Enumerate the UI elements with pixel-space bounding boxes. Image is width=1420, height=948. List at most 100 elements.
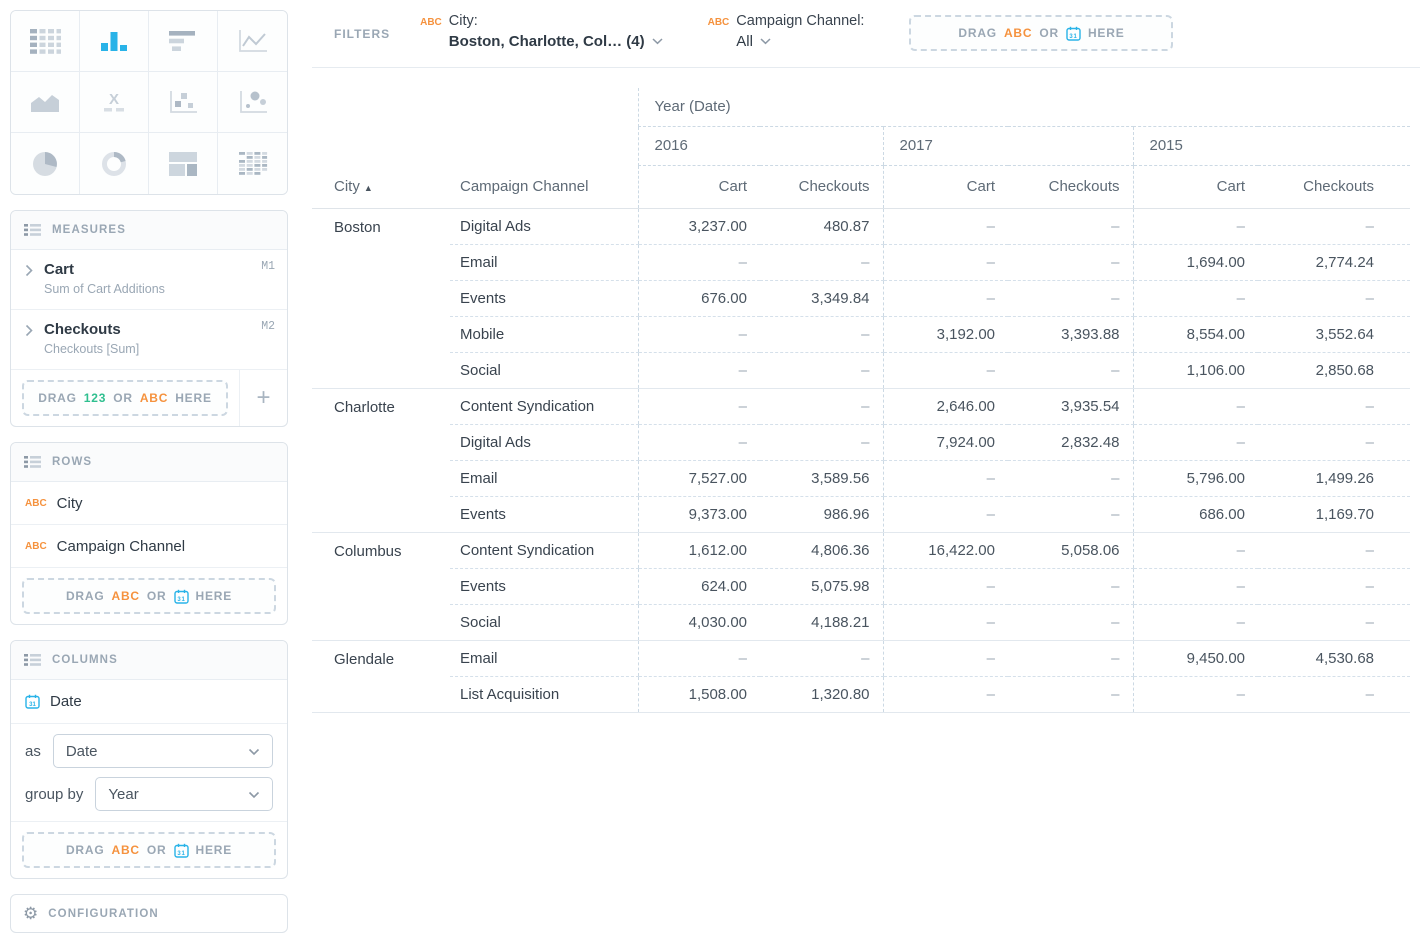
- value-cell[interactable]: –: [882, 460, 1008, 497]
- city-cell[interactable]: Glendale: [312, 640, 450, 713]
- measure-item-checkouts[interactable]: Checkouts Checkouts [Sum] M2: [11, 310, 287, 370]
- value-cell[interactable]: 1,612.00: [637, 532, 760, 569]
- value-cell[interactable]: 1,508.00: [637, 676, 760, 713]
- chart-type-area-chart[interactable]: [11, 72, 80, 133]
- chevron-right-icon[interactable]: [25, 324, 33, 369]
- value-cell[interactable]: 2,646.00: [882, 388, 1008, 425]
- value-cell[interactable]: 686.00: [1132, 496, 1258, 533]
- value-cell[interactable]: 8,554.00: [1132, 316, 1258, 353]
- value-cell[interactable]: 4,530.68: [1258, 640, 1410, 677]
- value-cell[interactable]: 3,935.54: [1008, 388, 1133, 425]
- value-cell[interactable]: 5,796.00: [1132, 460, 1258, 497]
- value-cell[interactable]: 3,589.56: [760, 460, 883, 497]
- value-cell[interactable]: 3,237.00: [637, 208, 760, 245]
- value-cell[interactable]: –: [1008, 496, 1133, 533]
- value-cell[interactable]: 2,832.48: [1008, 424, 1133, 461]
- channel-cell[interactable]: Events: [450, 280, 638, 317]
- measure-item-cart[interactable]: Cart Sum of Cart Additions M1: [11, 250, 287, 310]
- as-select[interactable]: Date: [52, 734, 273, 768]
- column-field-date[interactable]: 31 Date: [11, 680, 287, 724]
- value-cell[interactable]: 5,075.98: [760, 568, 883, 605]
- value-cell[interactable]: 1,320.80: [760, 676, 883, 713]
- channel-cell[interactable]: Social: [450, 604, 638, 641]
- channel-cell[interactable]: Digital Ads: [450, 208, 638, 245]
- value-cell[interactable]: 9,450.00: [1132, 640, 1258, 677]
- filter-campaign-channel[interactable]: ABC Campaign Channel: All: [708, 13, 865, 50]
- value-cell[interactable]: 1,499.26: [1258, 460, 1410, 497]
- row-field-campaign-channel[interactable]: ABC Campaign Channel: [11, 525, 287, 568]
- value-cell[interactable]: –: [1258, 208, 1410, 245]
- value-cell[interactable]: 4,806.36: [760, 532, 883, 569]
- value-cell[interactable]: –: [882, 568, 1008, 605]
- columns-drop-zone[interactable]: DRAG ABC OR 31 HERE: [22, 832, 276, 868]
- channel-cell[interactable]: Email: [450, 244, 638, 281]
- value-cell[interactable]: –: [1008, 676, 1133, 713]
- chart-type-box-plot[interactable]: X: [80, 72, 149, 133]
- value-cell[interactable]: –: [1258, 676, 1410, 713]
- channel-cell[interactable]: Email: [450, 640, 638, 677]
- value-cell[interactable]: –: [1132, 568, 1258, 605]
- value-cell[interactable]: –: [882, 496, 1008, 533]
- value-cell[interactable]: 1,106.00: [1132, 352, 1258, 389]
- value-cell[interactable]: –: [1008, 208, 1133, 245]
- value-cell[interactable]: –: [760, 640, 883, 677]
- value-cell[interactable]: –: [637, 352, 760, 389]
- value-cell[interactable]: 624.00: [637, 568, 760, 605]
- channel-cell[interactable]: Events: [450, 496, 638, 533]
- value-cell[interactable]: 1,169.70: [1258, 496, 1410, 533]
- value-cell[interactable]: 9,373.00: [637, 496, 760, 533]
- value-cell[interactable]: –: [882, 640, 1008, 677]
- value-cell[interactable]: 480.87: [760, 208, 883, 245]
- value-cell[interactable]: –: [637, 640, 760, 677]
- city-cell[interactable]: Boston: [312, 208, 450, 389]
- value-cell[interactable]: 16,422.00: [882, 532, 1008, 569]
- value-cell[interactable]: –: [1132, 676, 1258, 713]
- value-cell[interactable]: –: [1132, 208, 1258, 245]
- value-cell[interactable]: –: [1008, 352, 1133, 389]
- value-cell[interactable]: –: [1132, 604, 1258, 641]
- value-cell[interactable]: 7,527.00: [637, 460, 760, 497]
- filter-city[interactable]: ABC City: Boston, Charlotte, Col… (4): [420, 13, 663, 50]
- chart-type-horizontal-bar[interactable]: [149, 11, 218, 72]
- value-cell[interactable]: –: [760, 316, 883, 353]
- value-cell[interactable]: 1,694.00: [1132, 244, 1258, 281]
- value-cell[interactable]: –: [1258, 388, 1410, 425]
- value-cell[interactable]: 4,030.00: [637, 604, 760, 641]
- channel-column-header[interactable]: Campaign Channel: [450, 165, 638, 209]
- channel-cell[interactable]: Digital Ads: [450, 424, 638, 461]
- value-cell[interactable]: 5,058.06: [1008, 532, 1133, 569]
- chart-type-bubble-chart[interactable]: [218, 72, 287, 133]
- channel-cell[interactable]: Events: [450, 568, 638, 605]
- value-cell[interactable]: –: [1258, 532, 1410, 569]
- chart-type-bar-chart-selected[interactable]: [80, 11, 149, 72]
- channel-cell[interactable]: List Acquisition: [450, 676, 638, 713]
- value-cell[interactable]: –: [1008, 640, 1133, 677]
- measure-header-checkouts[interactable]: Checkouts: [760, 165, 883, 209]
- channel-cell[interactable]: Email: [450, 460, 638, 497]
- value-cell[interactable]: –: [1008, 244, 1133, 281]
- channel-cell[interactable]: Content Syndication: [450, 532, 638, 569]
- channel-cell[interactable]: Social: [450, 352, 638, 389]
- measure-header-checkouts[interactable]: Checkouts: [1258, 165, 1410, 209]
- value-cell[interactable]: –: [1258, 604, 1410, 641]
- chart-type-scatter-plot[interactable]: [149, 72, 218, 133]
- city-cell[interactable]: Charlotte: [312, 388, 450, 533]
- value-cell[interactable]: –: [1132, 280, 1258, 317]
- value-cell[interactable]: 2,774.24: [1258, 244, 1410, 281]
- year-header-2017[interactable]: 2017: [882, 126, 1133, 166]
- measure-header-cart[interactable]: Cart: [882, 165, 1008, 209]
- value-cell[interactable]: 676.00: [637, 280, 760, 317]
- value-cell[interactable]: –: [1008, 568, 1133, 605]
- value-cell[interactable]: –: [1258, 280, 1410, 317]
- value-cell[interactable]: –: [760, 352, 883, 389]
- row-field-city[interactable]: ABC City: [11, 482, 287, 525]
- group-by-select[interactable]: Year: [95, 777, 273, 811]
- value-cell[interactable]: –: [637, 316, 760, 353]
- channel-cell[interactable]: Content Syndication: [450, 388, 638, 425]
- value-cell[interactable]: –: [1132, 424, 1258, 461]
- value-cell[interactable]: 3,192.00: [882, 316, 1008, 353]
- value-cell[interactable]: 4,188.21: [760, 604, 883, 641]
- city-column-header[interactable]: City ▲: [312, 165, 450, 209]
- value-cell[interactable]: 3,552.64: [1258, 316, 1410, 353]
- chart-type-line-chart[interactable]: [218, 11, 287, 72]
